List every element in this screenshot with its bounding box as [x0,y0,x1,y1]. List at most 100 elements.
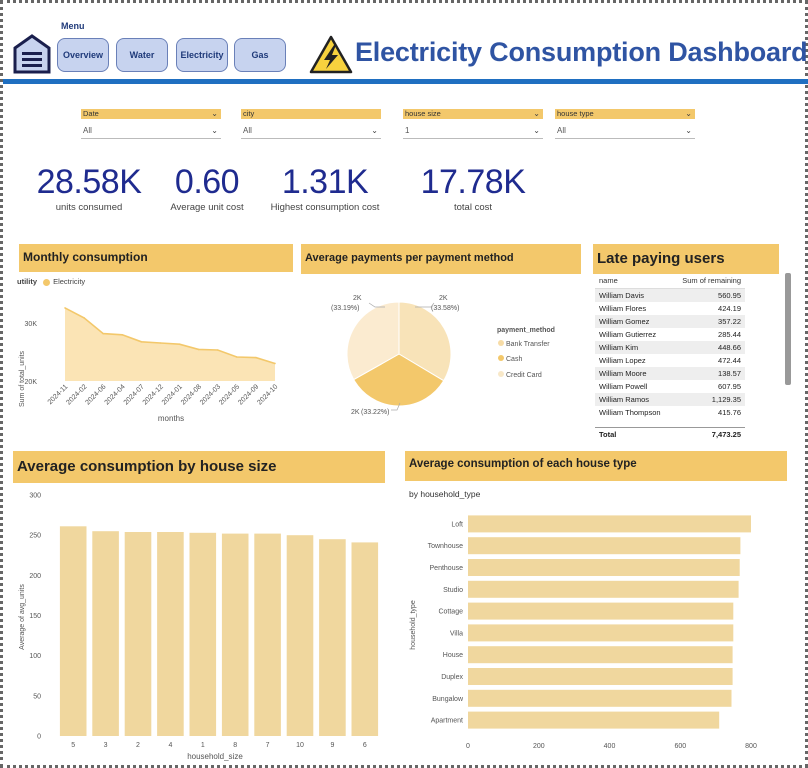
kpi-value: 17.78K [420,163,526,201]
house-size-slicer-label: house size [405,109,441,118]
area-point [64,307,66,309]
table-row[interactable]: William Ramos 1,129.35 [595,393,745,406]
table-row[interactable]: William Davis 560.95 [595,289,745,302]
row-remaining: 472.44 [718,356,741,365]
pie-slice[interactable] [398,301,452,382]
size-bar[interactable] [59,526,87,736]
legend-title: utility [17,277,37,286]
table-row[interactable]: William Lopez 472.44 [595,354,745,367]
area-point [178,343,181,345]
size-bar[interactable] [124,532,152,736]
size-bar[interactable] [221,533,249,736]
area-point [102,332,104,335]
nav-water-button[interactable]: Water [116,38,168,72]
size-y-tick: 150 [29,613,41,620]
type-bar[interactable] [468,580,739,598]
table-row[interactable]: William Thompson 415.76 [595,406,745,419]
house-type-subtitle: by household_type [409,489,481,499]
city-slicer-label: city [243,109,255,118]
chevron-down-icon[interactable]: ⌄ [685,126,692,135]
type-bar[interactable] [468,668,733,685]
kpi-units-consumed: 28.58K units consumed [33,163,145,213]
house-size-slicer-value: 1 [405,126,410,135]
city-slicer[interactable]: city All ⌄ [241,109,381,139]
area-y-tick: 30K [25,321,38,328]
area-x-ticks: 2024-112024-022024-062024-042024-072024-… [47,383,280,406]
chevron-down-icon[interactable]: ⌄ [533,126,540,135]
type-y-tick: Villa [450,630,463,637]
date-slicer[interactable]: Date ⌄ All ⌄ [81,109,221,139]
chevron-down-icon[interactable]: ⌄ [371,126,378,135]
chevron-down-icon[interactable]: ⌄ [211,126,218,135]
size-bar[interactable] [189,532,217,736]
pie-slices [346,301,452,407]
size-x-tick: 7 [266,742,270,749]
table-row[interactable]: William Flores 424.19 [595,302,745,315]
type-x-ticks: 0 200 400 600 800 [466,743,757,750]
type-bar[interactable] [468,711,720,729]
row-name: William Powell [599,382,648,391]
type-x-tick: 0 [466,743,470,750]
size-bar[interactable] [319,539,346,736]
size-bars: 5 3 2 4 1 8 7 10 9 6 [59,526,379,749]
date-slicer-label: Date [83,109,99,118]
house-size-slicer[interactable]: house size ⌄ 1 ⌄ [403,109,543,139]
area-point [216,349,219,351]
late-users-title: Late paying users [593,244,779,274]
house-type-slicer[interactable]: house type ⌄ All ⌄ [555,109,695,139]
table-row[interactable]: William Moore 138.57 [595,367,745,380]
col-name-header[interactable]: name [599,276,618,285]
nav-electricity-button[interactable]: Electricity [176,38,228,72]
table-row[interactable]: William Powell 607.95 [595,380,745,393]
home-menu-icon[interactable] [13,34,51,74]
type-y-tick: Penthouse [430,565,464,572]
nav-overview-button[interactable]: Overview [57,38,109,72]
size-x-tick: 2 [136,742,140,749]
type-bar[interactable] [468,646,733,664]
type-y-tick: Cottage [438,609,463,616]
pie-leader-line [391,402,401,411]
size-bar[interactable] [92,531,119,736]
monthly-area-chart: Sum of total_units 30K 20K 2024-112024-0… [19,307,280,423]
size-y-tick: 250 [29,533,41,540]
pie-label-pct: (33.19%) [331,305,359,312]
chevron-down-icon[interactable]: ⌄ [533,109,540,118]
pie-legend-title: payment_method [497,327,555,334]
kpi-total-cost: 17.78K total cost [415,163,531,213]
size-x-axis-label: household_size [187,752,243,761]
size-bar[interactable] [254,533,281,736]
type-bar[interactable] [468,602,734,620]
table-total-row: Total 7,473.25 [595,427,745,441]
size-y-axis-label: Average of avg_units [19,584,26,650]
area-series-line [64,307,276,365]
table-row[interactable]: William Gutierrez 285.44 [595,328,745,341]
area-point [140,341,143,343]
row-remaining: 138.57 [718,369,741,378]
chevron-down-icon[interactable]: ⌄ [211,109,218,118]
row-remaining: 415.76 [718,408,741,417]
row-remaining: 285.44 [718,330,741,339]
type-bar[interactable] [468,624,734,642]
area-fill [65,307,275,381]
kpi-highest-consumption-cost: 1.31K Highest consumption cost [265,163,385,213]
pie-label-pct: (33.22%) [361,409,389,416]
type-bar[interactable] [468,559,740,576]
size-bar[interactable] [157,532,184,736]
table-scrollbar[interactable] [785,273,791,385]
row-remaining: 607.95 [718,382,741,391]
type-bar[interactable] [468,537,741,555]
pie-slice[interactable] [346,301,400,381]
type-bar[interactable] [468,515,751,533]
type-x-tick: 200 [533,743,545,750]
legend-dot-icon [498,355,504,361]
total-value: 7,473.25 [711,430,741,439]
table-row[interactable]: William Gomez 357.22 [595,315,745,328]
size-bar[interactable] [286,535,314,736]
size-bar[interactable] [351,542,379,736]
nav-gas-button[interactable]: Gas [234,38,286,72]
chevron-down-icon[interactable]: ⌄ [685,109,692,118]
row-name: William Gomez [599,317,650,326]
table-row[interactable]: William Kim 448.66 [595,341,745,354]
type-bar[interactable] [468,689,732,707]
col-remaining-header[interactable]: Sum of remaining [682,276,741,285]
